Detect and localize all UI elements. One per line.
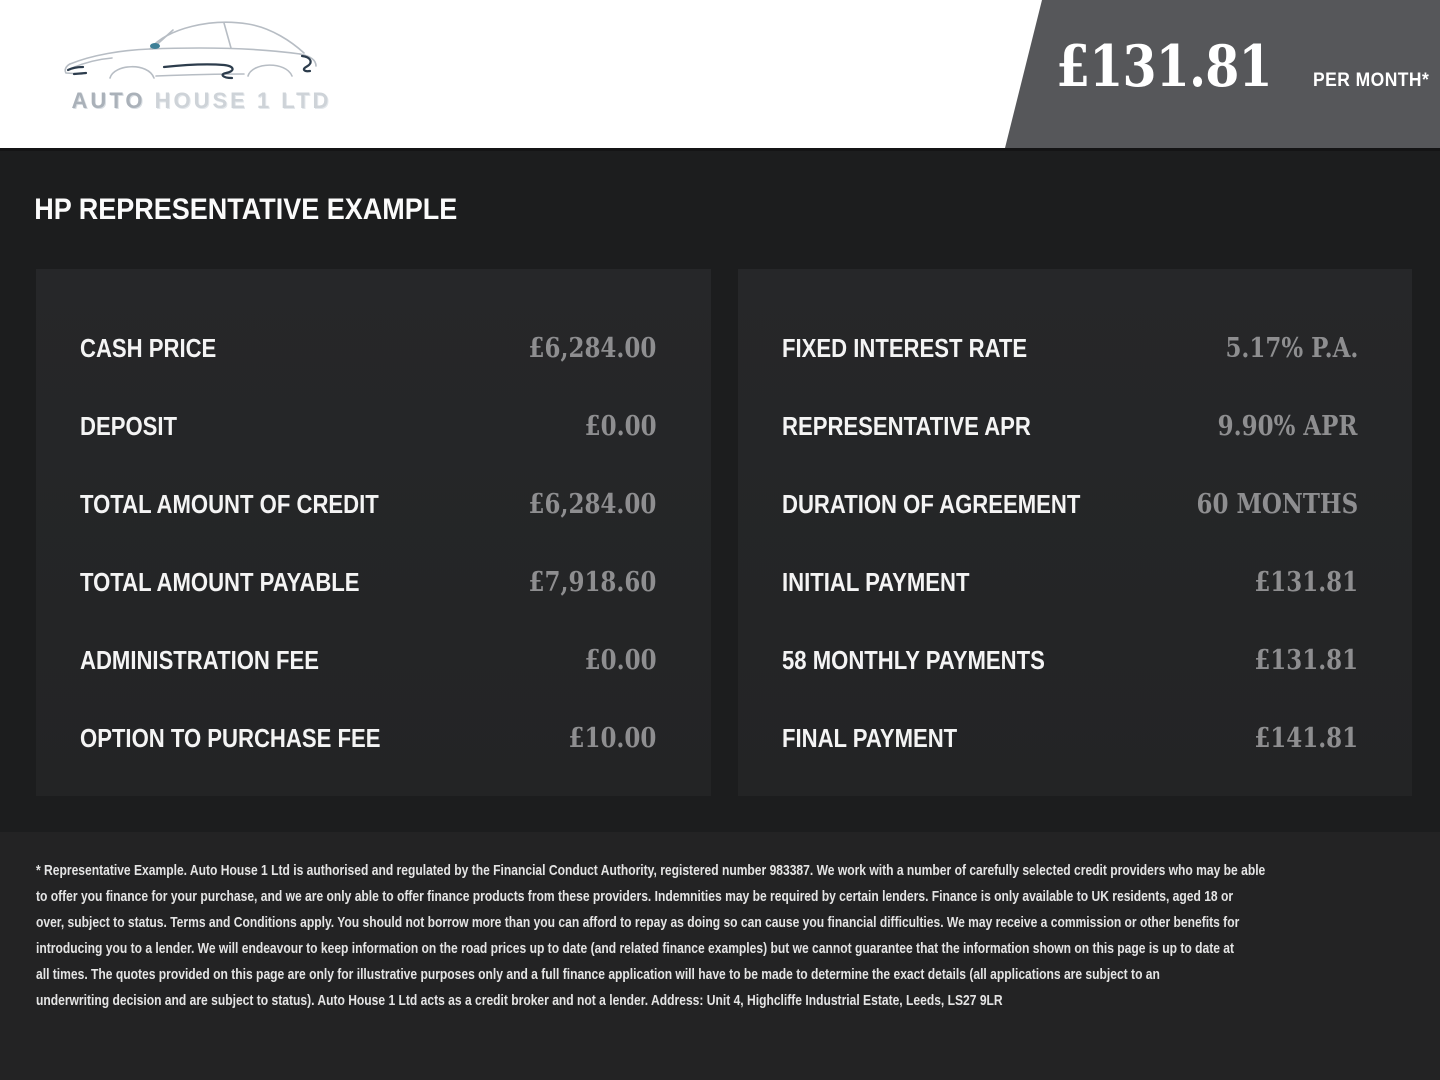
dealer-name: AUTO HOUSE 1 LTD bbox=[44, 88, 359, 114]
finance-example-section: HP REPRESENTATIVE EXAMPLE CASH PRICE £6,… bbox=[0, 148, 1440, 832]
finance-row: ADMINISTRATION FEE £0.00 bbox=[80, 621, 657, 699]
row-value: £131.81 bbox=[1254, 644, 1358, 676]
finance-row: DEPOSIT £0.00 bbox=[80, 387, 657, 465]
monthly-price-banner: £131.81 PER MONTH* bbox=[1005, 0, 1440, 148]
row-value: £7,918.60 bbox=[528, 566, 657, 598]
disclaimer-line: over, subject to status. Terms and Condi… bbox=[36, 914, 1240, 931]
finance-panel-left: CASH PRICE £6,284.00 DEPOSIT £0.00 TOTAL… bbox=[36, 269, 711, 796]
row-label: DEPOSIT bbox=[80, 410, 178, 441]
finance-row: FIXED INTEREST RATE 5.17% P.A. bbox=[782, 309, 1359, 387]
mirror-accent bbox=[149, 43, 160, 49]
row-value: £131.81 bbox=[1254, 566, 1358, 598]
row-label: FIXED INTEREST RATE bbox=[781, 332, 1027, 363]
car-sketch-icon bbox=[63, 21, 317, 80]
row-value: £6,284.00 bbox=[528, 488, 657, 520]
row-value: £0.00 bbox=[584, 410, 657, 442]
disclaimer-line: introducing you to a lender. We will end… bbox=[36, 940, 1235, 957]
finance-row: REPRESENTATIVE APR 9.90% APR bbox=[782, 387, 1359, 465]
row-value: £10.00 bbox=[568, 722, 657, 754]
finance-row: TOTAL AMOUNT PAYABLE £7,918.60 bbox=[80, 543, 657, 621]
finance-panels: CASH PRICE £6,284.00 DEPOSIT £0.00 TOTAL… bbox=[0, 269, 1440, 796]
per-month-label: PER MONTH* bbox=[1312, 70, 1430, 91]
dealer-logo: AUTO HOUSE 1 LTD bbox=[44, 8, 359, 114]
row-value: £141.81 bbox=[1254, 722, 1358, 754]
disclaimer-line: all times. The quotes provided on this p… bbox=[36, 966, 1160, 983]
row-label: OPTION TO PURCHASE FEE bbox=[80, 722, 381, 753]
row-value: 5.17% P.A. bbox=[1225, 332, 1358, 364]
finance-row: CASH PRICE £6,284.00 bbox=[80, 309, 657, 387]
disclaimer-line: to offer you finance for your purchase, … bbox=[36, 888, 1234, 905]
disclaimer-section: * Representative Example. Auto House 1 L… bbox=[0, 832, 1440, 1080]
finance-row: OPTION TO PURCHASE FEE £10.00 bbox=[80, 699, 657, 777]
row-label: ADMINISTRATION FEE bbox=[80, 644, 320, 675]
monthly-price-amount: £131.81 bbox=[1056, 33, 1273, 100]
dealer-name-part1: AUTO bbox=[71, 88, 146, 113]
finance-row: FINAL PAYMENT £141.81 bbox=[782, 699, 1359, 777]
row-value: 60 MONTHS bbox=[1196, 488, 1358, 520]
row-label: 58 MONTHLY PAYMENTS bbox=[781, 644, 1045, 675]
dealer-name-part2: HOUSE 1 LTD bbox=[145, 88, 332, 113]
disclaimer-line: * Representative Example. Auto House 1 L… bbox=[36, 862, 1266, 879]
row-value: 9.90% APR bbox=[1218, 410, 1358, 442]
row-value: £0.00 bbox=[584, 644, 657, 676]
finance-row: 58 MONTHLY PAYMENTS £131.81 bbox=[782, 621, 1359, 699]
row-label: TOTAL AMOUNT OF CREDIT bbox=[80, 488, 379, 519]
finance-row: TOTAL AMOUNT OF CREDIT £6,284.00 bbox=[80, 465, 657, 543]
row-value: £6,284.00 bbox=[528, 332, 657, 364]
page-title: HP REPRESENTATIVE EXAMPLE bbox=[34, 193, 458, 226]
row-label: TOTAL AMOUNT PAYABLE bbox=[80, 566, 360, 597]
row-label: REPRESENTATIVE APR bbox=[781, 410, 1031, 441]
finance-row: DURATION OF AGREEMENT 60 MONTHS bbox=[782, 465, 1359, 543]
row-label: CASH PRICE bbox=[80, 332, 217, 363]
row-label: FINAL PAYMENT bbox=[781, 722, 957, 753]
finance-panel-right: FIXED INTEREST RATE 5.17% P.A. REPRESENT… bbox=[737, 269, 1412, 796]
row-label: INITIAL PAYMENT bbox=[781, 566, 969, 597]
page-header: AUTO HOUSE 1 LTD £131.81 PER MONTH* bbox=[0, 0, 1440, 148]
finance-row: INITIAL PAYMENT £131.81 bbox=[782, 543, 1359, 621]
disclaimer-line: underwriting decision and are subject to… bbox=[36, 992, 1003, 1009]
row-label: DURATION OF AGREEMENT bbox=[781, 488, 1080, 519]
